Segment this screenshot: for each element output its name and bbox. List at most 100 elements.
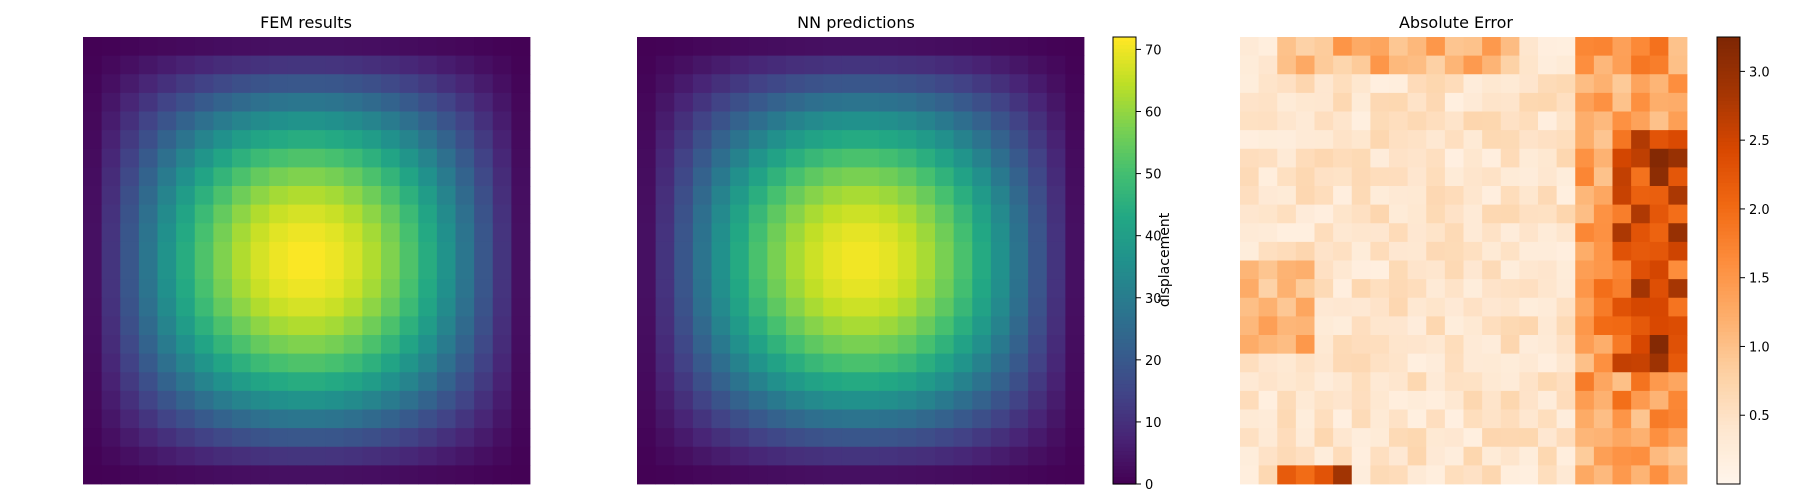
- error-cell: [1500, 316, 1520, 336]
- nn-cell: [879, 74, 899, 94]
- error-cell: [1649, 297, 1669, 317]
- nn-cell: [990, 148, 1010, 168]
- colorbar-gradient-step: [1717, 454, 1740, 459]
- nn-cell: [767, 186, 787, 206]
- error-cell: [1389, 297, 1409, 317]
- nn-cell: [655, 241, 675, 261]
- colorbar-gradient-step: [1717, 256, 1740, 262]
- error-cell: [1649, 409, 1669, 429]
- nn-cell: [1009, 428, 1029, 448]
- error-cell: [1519, 186, 1539, 206]
- fem-cell: [418, 297, 438, 317]
- colorbar-gradient-step: [1717, 279, 1740, 284]
- nn-cell: [748, 148, 768, 168]
- nn-cell: [692, 316, 712, 336]
- nn-cell: [730, 372, 750, 392]
- fem-cell: [194, 390, 214, 410]
- fem-cell: [455, 428, 475, 448]
- error-cell: [1482, 409, 1502, 429]
- colorbar-gradient-step: [1717, 282, 1740, 288]
- fem-cell: [120, 353, 140, 373]
- colorbar-gradient-step: [1717, 204, 1740, 209]
- nn-cell: [972, 279, 992, 299]
- colorbar-gradient-step: [1113, 461, 1136, 466]
- fem-cell: [269, 446, 289, 466]
- error-cell: [1277, 353, 1297, 373]
- fem-cell: [138, 372, 158, 392]
- fem-cell: [232, 279, 252, 299]
- panel-title: NN predictions: [797, 13, 915, 32]
- colorbar-gradient-step: [1113, 260, 1136, 265]
- error-cell: [1295, 37, 1315, 57]
- nn-cell: [1065, 148, 1085, 168]
- error-cell: [1370, 335, 1390, 355]
- nn-cell: [879, 241, 899, 261]
- nn-cell: [1009, 167, 1029, 187]
- colorbar-gradient-step: [1717, 338, 1740, 344]
- error-cell: [1538, 111, 1558, 131]
- nn-cell: [1065, 446, 1085, 466]
- error-cell: [1556, 372, 1576, 392]
- fem-cell: [492, 223, 512, 243]
- colorbar-gradient-step: [1113, 63, 1136, 68]
- nn-cell: [823, 390, 843, 410]
- error-cell: [1500, 92, 1520, 112]
- error-cell: [1351, 335, 1371, 355]
- error-cell: [1333, 111, 1353, 131]
- error-cell: [1463, 111, 1483, 131]
- error-cell: [1556, 297, 1576, 317]
- fem-cell: [362, 204, 382, 224]
- nn-cell: [674, 223, 694, 243]
- fem-cell: [138, 223, 158, 243]
- nn-cell: [879, 223, 899, 243]
- error-cell: [1295, 409, 1315, 429]
- error-cell: [1444, 241, 1464, 261]
- fem-cell: [436, 204, 456, 224]
- fem-cell: [474, 111, 494, 131]
- error-cell: [1295, 55, 1315, 75]
- error-cell: [1444, 186, 1464, 206]
- fem-cell: [325, 409, 345, 429]
- colorbar-gradient-step: [1113, 297, 1136, 303]
- colorbar-gradient-step: [1113, 241, 1136, 247]
- error-cell: [1463, 390, 1483, 410]
- nn-cell: [972, 297, 992, 317]
- nn-cell: [916, 279, 936, 299]
- nn-cell: [972, 335, 992, 355]
- nn-cell: [953, 37, 973, 57]
- fem-cell: [213, 465, 233, 485]
- colorbar-gradient-step: [1717, 189, 1740, 195]
- fem-cell: [287, 372, 307, 392]
- colorbar-gradient-step: [1113, 420, 1136, 426]
- colorbar-gradient-step: [1113, 480, 1136, 485]
- fem-cell: [418, 409, 438, 429]
- error-cell: [1500, 390, 1520, 410]
- fem-cell: [120, 204, 140, 224]
- error-cell: [1649, 148, 1669, 168]
- fem-cell: [213, 204, 233, 224]
- colorbar-gradient-step: [1717, 290, 1740, 295]
- error-cell: [1519, 446, 1539, 466]
- error-cell: [1407, 130, 1427, 150]
- fem-cell: [213, 297, 233, 317]
- nn-cell: [897, 316, 917, 336]
- nn-cell: [692, 92, 712, 112]
- nn-cell: [767, 130, 787, 150]
- nn-cell: [1046, 446, 1066, 466]
- nn-cell: [730, 297, 750, 317]
- fem-cell: [399, 409, 419, 429]
- error-cell: [1668, 37, 1688, 57]
- fem-cell: [176, 297, 196, 317]
- colorbar-gradient-step: [1113, 48, 1136, 53]
- fem-cell: [436, 55, 456, 75]
- fem-cell: [455, 297, 475, 317]
- error-cell: [1631, 223, 1651, 243]
- fem-cell: [381, 37, 401, 57]
- error-cell: [1519, 223, 1539, 243]
- heatmap-nn: [637, 37, 1085, 485]
- fem-cell: [399, 446, 419, 466]
- colorbar-gradient-step: [1717, 387, 1740, 392]
- fem-cell: [83, 148, 103, 168]
- error-cell: [1258, 465, 1278, 485]
